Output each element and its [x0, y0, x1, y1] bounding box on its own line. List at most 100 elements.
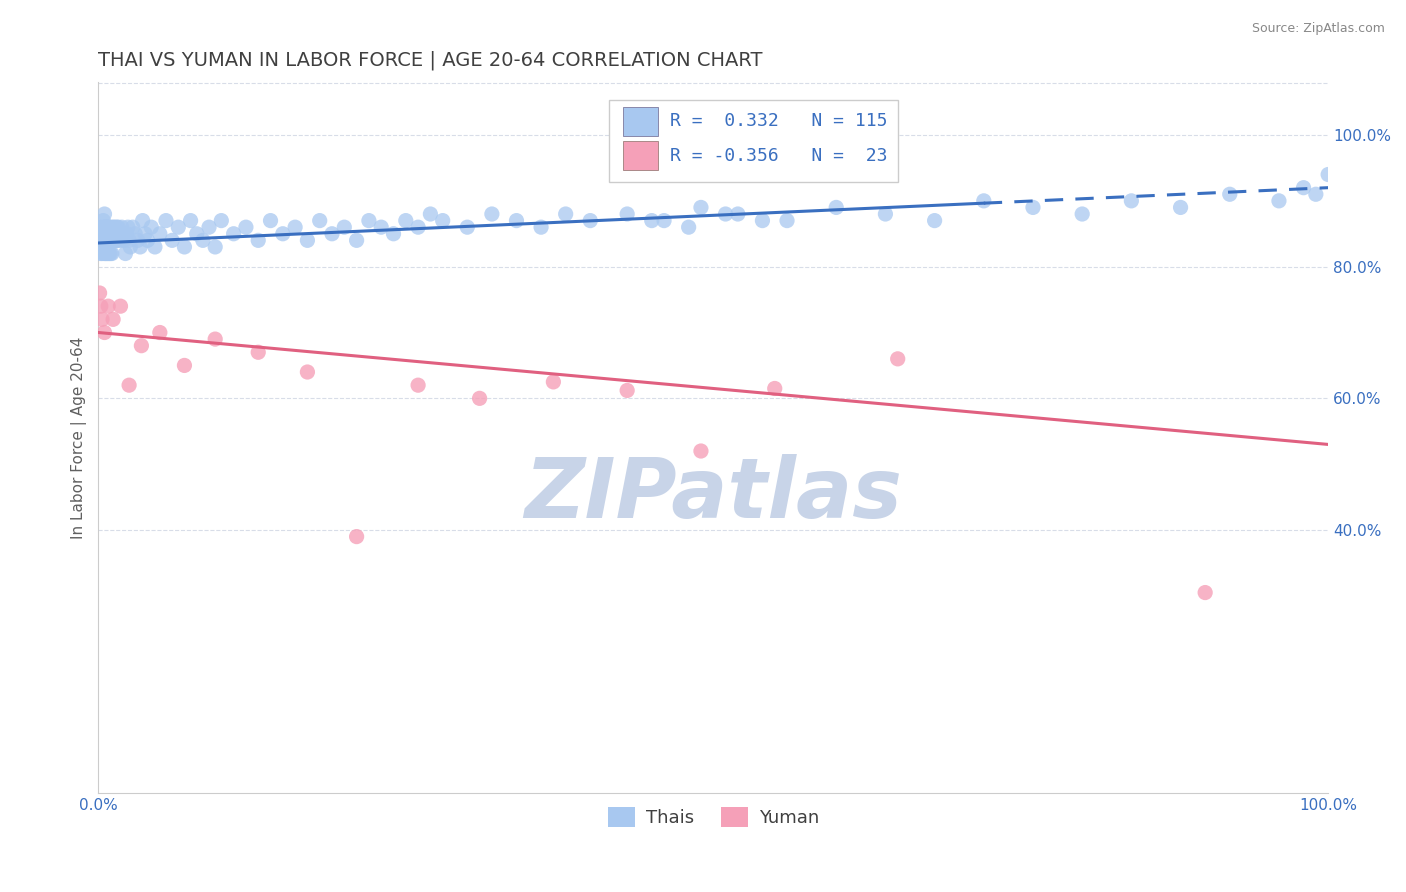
Text: THAI VS YUMAN IN LABOR FORCE | AGE 20-64 CORRELATION CHART: THAI VS YUMAN IN LABOR FORCE | AGE 20-64… — [98, 51, 763, 70]
Point — [727, 207, 749, 221]
Point — [204, 332, 226, 346]
Point — [103, 233, 125, 247]
Point — [91, 220, 114, 235]
Point — [97, 246, 120, 260]
Point — [91, 312, 114, 326]
Point — [308, 213, 330, 227]
Point — [121, 220, 143, 235]
Point — [101, 233, 124, 247]
Point — [209, 213, 232, 227]
Point — [468, 392, 491, 406]
Point — [333, 220, 356, 235]
Point — [124, 227, 146, 241]
Point — [284, 220, 307, 235]
Point — [115, 227, 138, 241]
Point — [101, 233, 124, 247]
Point — [406, 378, 429, 392]
Point — [1305, 187, 1327, 202]
Point — [131, 339, 153, 353]
Point — [105, 220, 128, 235]
Point — [616, 384, 638, 398]
Point — [1071, 207, 1094, 221]
Point — [346, 233, 368, 247]
Point — [1219, 187, 1241, 202]
Point — [776, 213, 799, 227]
Point — [90, 299, 112, 313]
Point — [1121, 194, 1143, 208]
Point — [98, 233, 121, 247]
Point — [103, 220, 125, 235]
Point — [1268, 194, 1291, 208]
Point — [419, 207, 441, 221]
Point — [91, 227, 114, 241]
Point — [104, 233, 127, 247]
Point — [678, 220, 700, 235]
Point — [107, 220, 129, 235]
Point — [235, 220, 257, 235]
Point — [173, 240, 195, 254]
Point — [111, 220, 134, 235]
Point — [93, 326, 115, 340]
Point — [93, 220, 115, 235]
Point — [94, 246, 117, 260]
Point — [690, 444, 713, 458]
Point — [1292, 180, 1315, 194]
Point — [96, 220, 118, 235]
Point — [141, 220, 163, 235]
Point — [481, 207, 503, 221]
Point — [107, 233, 129, 247]
Point — [101, 312, 124, 326]
Point — [110, 233, 132, 247]
Point — [89, 220, 111, 235]
Point — [1317, 168, 1340, 182]
Point — [96, 233, 118, 247]
Point — [97, 233, 120, 247]
Point — [89, 285, 111, 300]
Point — [297, 365, 319, 379]
Point — [149, 227, 172, 241]
Point — [149, 326, 172, 340]
Point — [91, 213, 114, 227]
Point — [108, 227, 131, 241]
Point — [96, 246, 118, 260]
Point — [973, 194, 995, 208]
FancyBboxPatch shape — [623, 107, 658, 136]
Point — [886, 351, 908, 366]
Point — [98, 246, 121, 260]
Point — [89, 233, 111, 247]
Point — [91, 233, 114, 247]
Text: R = -0.356   N =  23: R = -0.356 N = 23 — [671, 146, 887, 165]
Point — [94, 220, 117, 235]
Point — [432, 213, 454, 227]
Point — [382, 227, 405, 241]
Point — [370, 220, 392, 235]
Point — [117, 220, 139, 235]
Point — [1194, 585, 1216, 599]
Legend: Thais, Yuman: Thais, Yuman — [600, 800, 827, 834]
Point — [180, 213, 202, 227]
Y-axis label: In Labor Force | Age 20-64: In Labor Force | Age 20-64 — [72, 336, 87, 539]
Point — [90, 227, 112, 241]
Point — [101, 246, 124, 260]
Point — [247, 233, 270, 247]
Point — [131, 213, 153, 227]
Point — [297, 233, 319, 247]
Point — [167, 220, 190, 235]
Point — [321, 227, 343, 241]
Point — [247, 345, 270, 359]
Point — [652, 213, 675, 227]
Text: Source: ZipAtlas.com: Source: ZipAtlas.com — [1251, 22, 1385, 36]
Point — [90, 246, 112, 260]
Point — [129, 240, 152, 254]
Point — [714, 207, 737, 221]
Point — [91, 240, 114, 254]
Point — [505, 213, 527, 227]
Point — [259, 213, 281, 227]
Point — [114, 246, 136, 260]
Point — [406, 220, 429, 235]
Point — [105, 233, 128, 247]
Point — [111, 227, 134, 241]
Point — [100, 246, 122, 260]
Point — [271, 227, 294, 241]
Point — [198, 220, 221, 235]
